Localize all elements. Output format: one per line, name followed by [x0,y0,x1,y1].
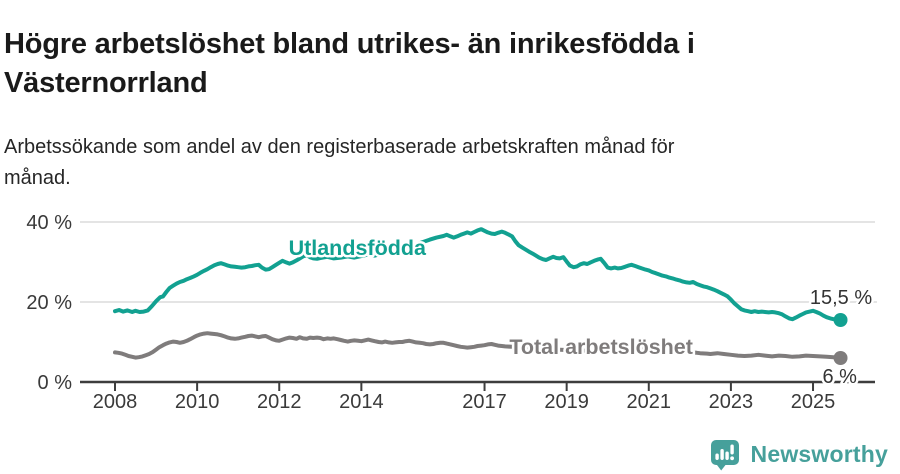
y-axis-tick-label: 20 % [26,292,72,314]
chart-subtitle: Arbetssökande som andel av den registerb… [4,136,675,189]
series-end-dot-utlandsf-dda [833,313,848,327]
x-axis-tick-label: 2014 [339,391,384,413]
x-axis-tick-label: 2008 [93,391,138,413]
chart-annotation: Utlandsfödda [289,236,427,260]
chart-annotation: Total arbetslöshet [509,335,693,359]
x-axis-tick-label: 2017 [462,391,507,413]
series-line-total-arbetsl-shet [113,331,843,360]
x-axis-tick-label: 2019 [544,391,589,413]
y-axis-tick-label: 0 % [38,372,73,394]
unemployment-line-chart: 0 % 20 % 40 % 2008 2010 2012 2014 2017 2019 2021 2… [26,212,877,413]
x-axis-tick-label: 2021 [627,391,672,413]
x-axis-tick-label: 2023 [709,391,754,413]
y-axis-tick-label: 40 % [26,212,72,234]
series-end-dot-total-arbetsl-shet [833,351,848,365]
newsworthy-logo-icon [710,440,739,471]
newsworthy-brand: Newsworthy [708,437,888,471]
x-axis-tick-label: 2010 [175,391,220,413]
chart-annotation: 15,5 % [810,287,872,309]
page-title: Högre arbetslöshet bland utrikes- än inr… [4,28,695,100]
newsworthy-wordmark: Newsworthy [750,440,888,467]
chart-annotation: 6 % [822,366,857,388]
series-line-utlandsf-dda [113,227,843,322]
x-axis-tick-label: 2025 [791,391,836,413]
x-axis-tick-label: 2012 [257,391,302,413]
